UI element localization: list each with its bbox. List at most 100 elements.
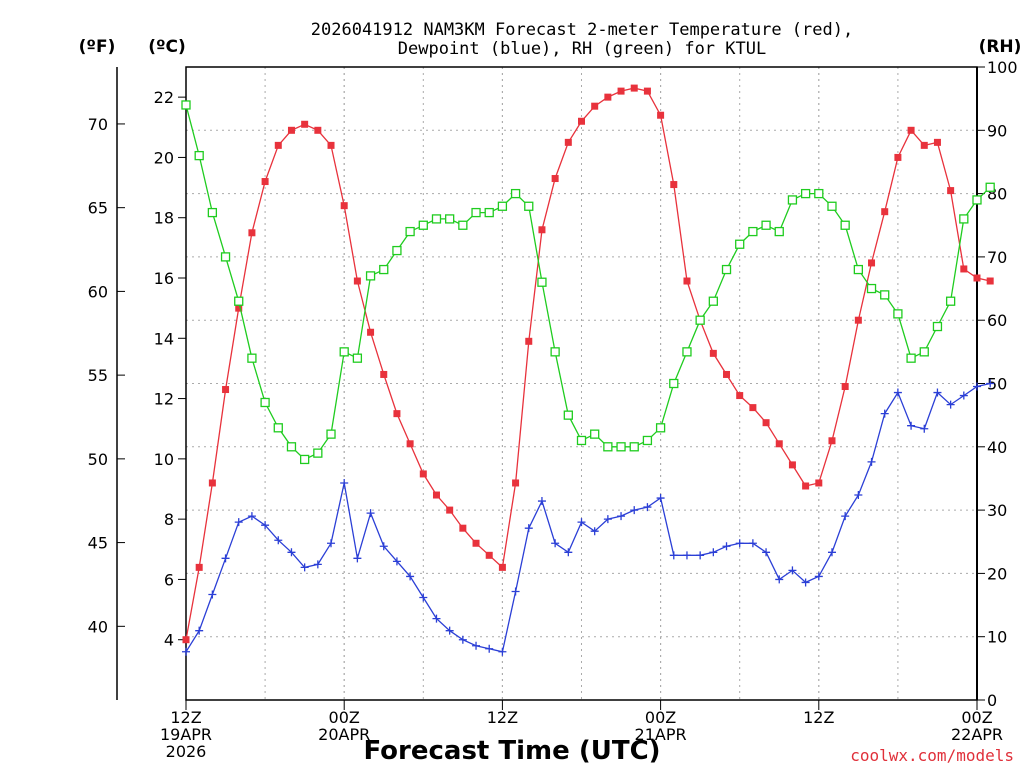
- celsius-tick-label: 12: [154, 390, 174, 409]
- temperature-point: [828, 437, 836, 445]
- rh-point: [708, 296, 718, 306]
- rh-point: [853, 264, 863, 275]
- celsius-tick-label: 4: [164, 631, 174, 650]
- dewpoint-point: [748, 539, 757, 548]
- rh-tick-label: 90: [987, 121, 1007, 140]
- dewpoint-point: [247, 512, 256, 521]
- rh-point: [431, 214, 442, 224]
- rh-point: [181, 100, 191, 110]
- temperature-point: [907, 126, 915, 134]
- rh-point: [985, 182, 995, 192]
- temperature-point: [446, 506, 454, 514]
- dewpoint-point: [353, 554, 362, 563]
- temperature-point: [815, 479, 823, 487]
- temperature-point: [604, 93, 612, 101]
- dewpoint-point: [867, 457, 876, 466]
- dewpoint-point: [788, 566, 797, 575]
- dewpoint-point: [946, 400, 955, 409]
- dewpoint-point: [656, 494, 665, 503]
- temperature-point: [432, 491, 440, 499]
- dewpoint-point: [419, 593, 428, 602]
- temperature-point: [498, 563, 506, 571]
- rh-point: [682, 347, 692, 357]
- temperature-point: [512, 479, 520, 487]
- rh-point: [207, 207, 218, 218]
- dewpoint-point: [432, 614, 441, 623]
- dewpoint-point: [735, 539, 744, 548]
- dewpoint-point: [274, 536, 283, 545]
- dewpoint-point: [841, 512, 850, 521]
- rh-point: [497, 201, 508, 211]
- dewpoint-point: [485, 644, 494, 653]
- dewpoint-point: [340, 478, 349, 487]
- rh-tick-label: 40: [987, 438, 1007, 457]
- dewpoint-point: [986, 379, 995, 388]
- rh-point: [959, 214, 969, 224]
- rh-point: [642, 435, 653, 446]
- dewpoint-point: [458, 635, 467, 644]
- x-date-label: 22APR: [951, 725, 1003, 744]
- x-tick-label: 00Z: [645, 708, 676, 727]
- temperature-point: [854, 316, 862, 324]
- data-series: [181, 84, 995, 656]
- temperature-point: [762, 419, 770, 427]
- rh-line: [185, 104, 991, 461]
- rh-point: [550, 347, 560, 357]
- dewpoint-point: [208, 590, 217, 599]
- rh-point: [418, 220, 428, 230]
- dewpoint-point: [392, 557, 401, 566]
- celsius-tick-label: 6: [164, 570, 174, 589]
- temperature-point: [301, 120, 309, 128]
- rh-point: [339, 347, 349, 357]
- rh-tick-label: 0: [987, 691, 997, 710]
- rh-point: [510, 188, 521, 199]
- temperature-point: [459, 524, 467, 532]
- rh-tick-label: 70: [987, 248, 1007, 267]
- rh-point: [273, 423, 283, 433]
- chart-title-line-2: Dewpoint (blue), RH (green) for KTUL: [398, 39, 766, 59]
- temperature-line: [185, 87, 991, 640]
- grid-lines: [186, 67, 977, 700]
- rh-point: [563, 410, 573, 420]
- rh-point: [669, 378, 679, 389]
- dewpoint-point: [630, 506, 639, 515]
- dewpoint-point: [472, 641, 481, 650]
- temperature-point: [841, 383, 849, 391]
- temperature-point: [248, 229, 256, 237]
- temperature-point: [380, 370, 388, 378]
- temperature-point: [287, 126, 295, 134]
- rh-point: [866, 283, 877, 294]
- dewpoint-point: [551, 539, 560, 548]
- temperature-point: [683, 277, 691, 285]
- temperature-point: [578, 117, 585, 125]
- temperature-point: [657, 111, 665, 119]
- rh-point: [352, 353, 363, 363]
- temperature-point: [182, 636, 190, 644]
- rh-point: [445, 214, 455, 224]
- dewpoint-point: [577, 518, 586, 527]
- dewpoint-point: [498, 647, 507, 656]
- x-tick-label: 12Z: [803, 708, 834, 727]
- rh-tick-label: 60: [987, 311, 1007, 330]
- temperature-point: [353, 277, 361, 285]
- dewpoint-point: [445, 626, 454, 635]
- chart-title-line-1: 2026041912 NAM3KM Forecast 2-meter Tempe…: [311, 20, 853, 40]
- dewpoint-line: [185, 382, 991, 653]
- temperature-point: [195, 563, 203, 571]
- rh-point: [405, 226, 415, 237]
- dewpoint-point: [379, 542, 388, 551]
- dewpoint-point: [696, 551, 705, 560]
- rh-tick-label: 50: [987, 375, 1007, 394]
- dewpoint-point: [617, 512, 626, 521]
- temperature-point: [986, 277, 994, 285]
- rh-point: [326, 429, 336, 439]
- x-axis-title: Forecast Time (UTC): [363, 736, 660, 766]
- celsius-tick-label: 16: [154, 269, 174, 288]
- rh-point: [827, 201, 837, 211]
- x-tick-label: 00Z: [329, 708, 360, 727]
- rh-point: [906, 353, 916, 363]
- dewpoint-point: [920, 424, 929, 433]
- dewpoint-point: [182, 647, 190, 656]
- temperature-point: [947, 187, 955, 195]
